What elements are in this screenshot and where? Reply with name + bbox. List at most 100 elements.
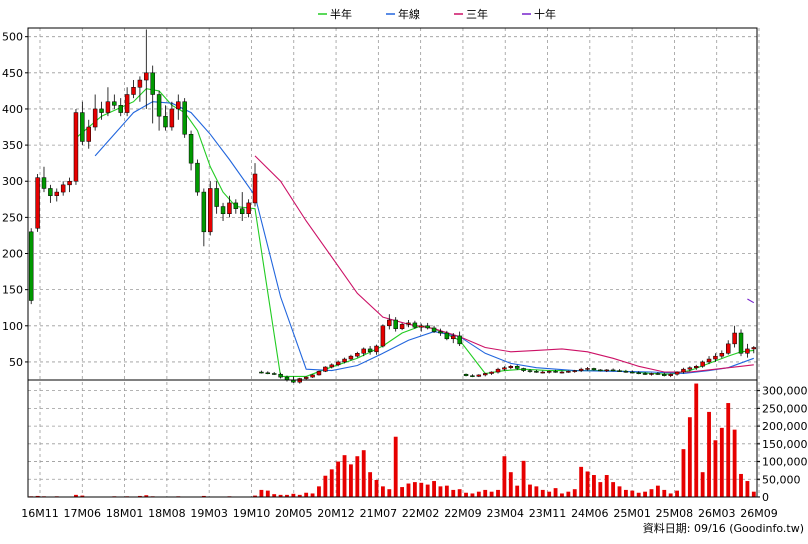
candle-body bbox=[220, 206, 226, 215]
volume-bar bbox=[707, 411, 711, 497]
volume-bar bbox=[374, 479, 379, 497]
candle-body bbox=[470, 375, 475, 377]
x-tick-label: 19M10 bbox=[233, 507, 271, 520]
volume-bar bbox=[643, 491, 648, 497]
volume-bar bbox=[323, 475, 328, 497]
volume-tick-label: 50,000 bbox=[762, 473, 801, 486]
price-tick-label: 350 bbox=[2, 139, 23, 152]
legend-label: 年線 bbox=[398, 7, 420, 21]
candle-body bbox=[316, 371, 322, 376]
volume-bar bbox=[406, 483, 411, 497]
candle-body bbox=[508, 366, 514, 368]
volume-bar bbox=[553, 488, 558, 497]
price-tick-label: 100 bbox=[2, 320, 23, 333]
candle-body bbox=[35, 177, 40, 229]
candle-body bbox=[419, 325, 424, 328]
volume-bar bbox=[623, 489, 628, 497]
volume-bar bbox=[438, 486, 443, 497]
candle-body bbox=[738, 332, 744, 354]
ma-line-半年 bbox=[75, 88, 754, 377]
volume-bar bbox=[444, 485, 449, 497]
candle-body bbox=[131, 87, 136, 95]
candle-body bbox=[700, 361, 705, 367]
volume-bar bbox=[611, 482, 616, 497]
volume-bar bbox=[521, 460, 526, 497]
candle-body bbox=[463, 373, 469, 376]
volume-bar bbox=[630, 490, 635, 497]
candle-body bbox=[617, 370, 622, 372]
volume-bar bbox=[579, 466, 584, 497]
candle-body bbox=[41, 177, 47, 189]
volume-bar bbox=[278, 494, 283, 497]
x-tick-label: 23M11 bbox=[529, 507, 567, 520]
x-tick-label: 25M08 bbox=[656, 507, 694, 520]
volume-bar bbox=[285, 494, 289, 497]
candle-body bbox=[642, 373, 648, 375]
source-label: 資料日期: 09/16 (Goodinfo.tw) bbox=[643, 521, 804, 535]
candle-body bbox=[553, 371, 558, 373]
candle-body bbox=[86, 126, 91, 142]
x-tick-label: 26M03 bbox=[698, 507, 736, 520]
candle-body bbox=[636, 372, 641, 375]
candle-body bbox=[674, 371, 680, 375]
candle-body bbox=[566, 371, 571, 373]
candle-body bbox=[438, 331, 443, 334]
volume-bar bbox=[476, 491, 481, 497]
ma-line-三年 bbox=[254, 155, 754, 373]
candle-body bbox=[380, 325, 386, 347]
volume-bar bbox=[502, 456, 507, 497]
candle-body bbox=[406, 322, 411, 325]
candle-body bbox=[214, 188, 219, 207]
x-tick-label: 22M02 bbox=[402, 507, 440, 520]
volume-bar bbox=[713, 440, 718, 497]
x-tick-label: 18M08 bbox=[148, 507, 186, 520]
candle-body bbox=[681, 368, 686, 373]
candle-body bbox=[239, 208, 245, 215]
candle-body bbox=[751, 347, 757, 350]
price-tick-label: 400 bbox=[2, 103, 23, 116]
volume-bar bbox=[585, 471, 590, 497]
candle-body bbox=[662, 373, 667, 376]
candle-body bbox=[399, 324, 405, 329]
candle-body bbox=[271, 373, 277, 375]
candle-body bbox=[54, 191, 60, 196]
volume-bar bbox=[451, 489, 456, 497]
volume-tick-label: 150,000 bbox=[762, 438, 808, 451]
ma-line-十年 bbox=[747, 298, 755, 304]
candle-body bbox=[655, 373, 661, 375]
candle-body bbox=[546, 371, 552, 373]
candle-body bbox=[201, 191, 207, 233]
candle-body bbox=[303, 376, 309, 379]
candle-body bbox=[367, 348, 373, 353]
volume-bar bbox=[137, 495, 142, 497]
candle-body bbox=[425, 325, 430, 329]
volume-bar bbox=[253, 495, 257, 497]
candle-body bbox=[521, 368, 526, 371]
volume-bar bbox=[361, 450, 366, 497]
candle-body bbox=[233, 202, 239, 209]
volume-bar bbox=[317, 486, 321, 497]
x-tick-label: 21M07 bbox=[360, 507, 398, 520]
volume-bar bbox=[655, 485, 660, 497]
candles bbox=[28, 29, 757, 384]
x-tick-label: 17M06 bbox=[64, 507, 102, 520]
x-tick-label: 25M01 bbox=[613, 507, 651, 520]
volume-bar bbox=[80, 495, 85, 497]
price-tick-label: 450 bbox=[2, 67, 23, 80]
volume-bar bbox=[297, 494, 302, 497]
legend-label: 半年 bbox=[330, 7, 352, 21]
price-tick-label: 50 bbox=[9, 356, 23, 369]
candle-body bbox=[444, 332, 450, 340]
volume-bar bbox=[291, 493, 296, 497]
volume-bar bbox=[457, 489, 462, 497]
candle-body bbox=[706, 358, 712, 363]
candle-body bbox=[387, 319, 392, 327]
candle-body bbox=[745, 348, 750, 354]
candle-body bbox=[278, 373, 283, 378]
volume-bar bbox=[515, 485, 520, 497]
candle-body bbox=[246, 202, 251, 215]
candle-body bbox=[482, 373, 488, 376]
candle-body bbox=[150, 72, 155, 95]
candle-body bbox=[259, 371, 264, 374]
volume-bar bbox=[745, 481, 750, 497]
